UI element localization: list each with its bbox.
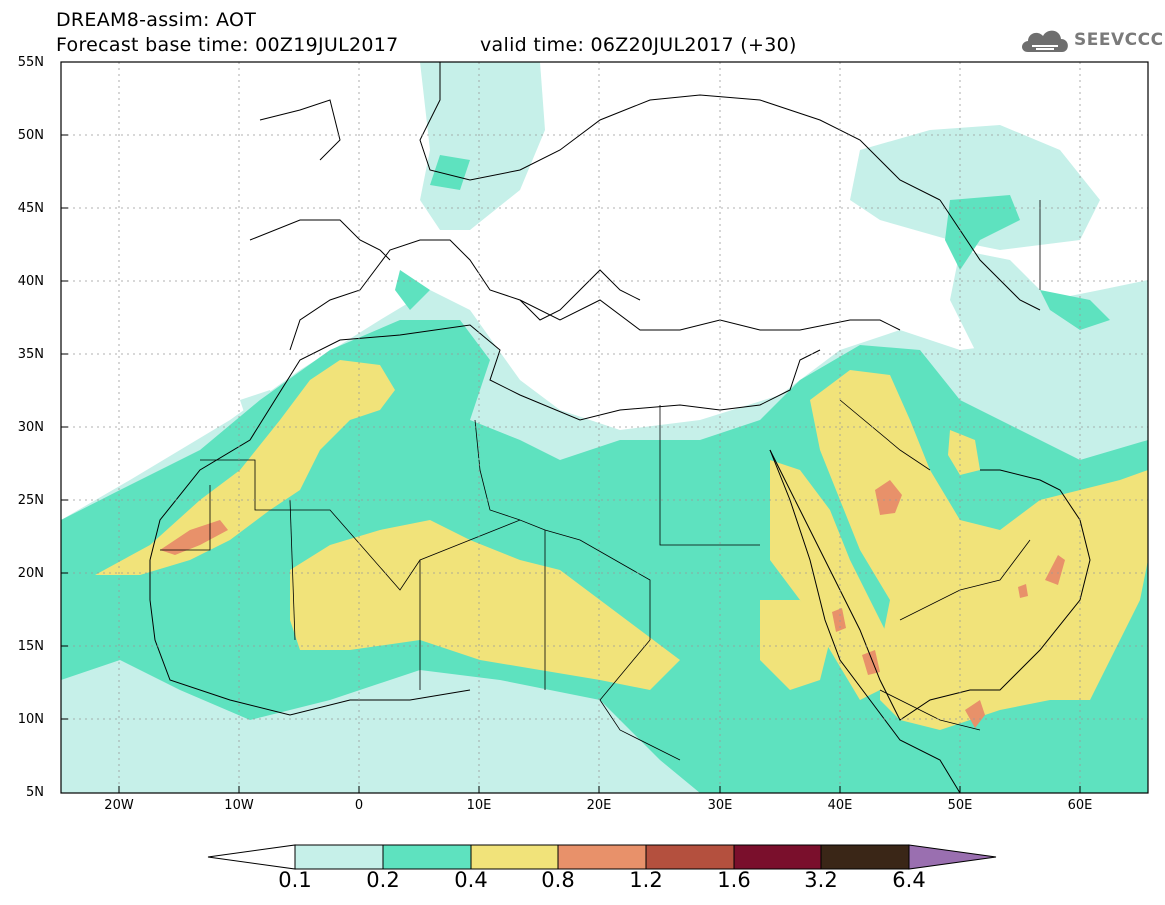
colorbar-low-arrow (207, 844, 296, 870)
lat-label: 15N (17, 639, 44, 654)
colorbar-label: 0.4 (454, 868, 488, 892)
colorbar-high-arrow (908, 844, 997, 870)
aot-level-0.4 (95, 360, 1148, 730)
colorbar-label: 3.2 (804, 868, 838, 892)
colorbar-bin-5 (645, 844, 735, 870)
logo-text: SEEVCCC (1074, 30, 1164, 50)
valid-time: valid time: 06Z20JUL2017 (+30) (480, 34, 797, 56)
lon-label: 10E (466, 798, 492, 813)
lat-label: 20N (17, 566, 44, 581)
colorbar-bin-2 (382, 844, 472, 870)
colorbar-label: 0.1 (278, 868, 312, 892)
lat-label: 55N (17, 55, 44, 70)
coastlines (149, 62, 1091, 793)
lon-label: 20E (586, 798, 612, 813)
colorbar (207, 844, 997, 870)
lon-label: 40E (827, 798, 853, 813)
cloud-logo-icon (1022, 30, 1068, 52)
lat-label: 50N (17, 128, 44, 143)
lon-label: 30E (707, 798, 733, 813)
lon-label: 20W (104, 798, 134, 813)
lat-label: 25N (17, 493, 44, 508)
lat-label: 45N (17, 201, 44, 216)
lat-label: 40N (17, 274, 44, 289)
lon-label: 50E (947, 798, 973, 813)
lat-label: 30N (17, 420, 44, 435)
seevccc-logo: SEEVCCC (1018, 24, 1163, 58)
map-title: DREAM8-assim: AOT (56, 9, 257, 31)
colorbar-bin-3 (470, 844, 559, 870)
lat-label: 35N (17, 347, 44, 362)
colorbar-bin-4 (557, 844, 647, 870)
colorbar-bin-6 (733, 844, 822, 870)
borders (160, 200, 1041, 761)
colorbar-bin-7 (820, 844, 910, 870)
aot-level-0.8 (160, 480, 1065, 728)
colorbar-bin-1 (294, 844, 384, 870)
colorbar-label: 0.2 (366, 868, 400, 892)
forecast-base-time: Forecast base time: 00Z19JUL2017 (56, 34, 399, 56)
grid-lines (61, 62, 1148, 793)
lat-label: 10N (17, 712, 44, 727)
lat-label: 5N (26, 785, 44, 800)
colorbar-label: 0.8 (541, 868, 575, 892)
lon-label: 10W (224, 798, 254, 813)
lon-label: 60E (1067, 798, 1093, 813)
lon-label: 0 (354, 798, 364, 813)
colorbar-label: 1.6 (717, 868, 751, 892)
colorbar-label: 6.4 (892, 868, 926, 892)
colorbar-label: 1.2 (629, 868, 663, 892)
